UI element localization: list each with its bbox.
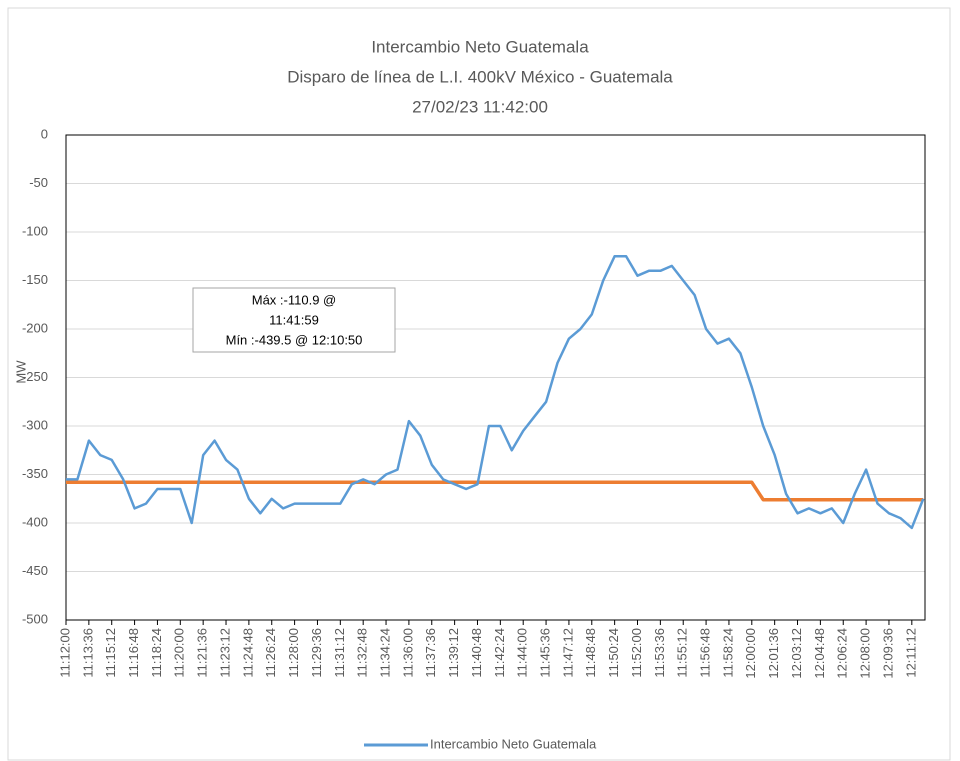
x-tick-label: 11:40:48 bbox=[469, 628, 484, 678]
x-tick-label: 11:36:00 bbox=[400, 628, 415, 678]
x-tick-label: 11:16:48 bbox=[126, 628, 141, 678]
x-tick-label: 11:21:36 bbox=[195, 628, 210, 678]
x-tick-label: 11:56:48 bbox=[698, 628, 713, 678]
chart-subtitle: Disparo de línea de L.I. 400kV México - … bbox=[287, 67, 673, 86]
plot-border bbox=[65, 134, 926, 621]
y-tick-label: -50 bbox=[29, 175, 48, 190]
y-tick-label: -300 bbox=[22, 417, 48, 432]
x-tick-label: 12:08:00 bbox=[858, 628, 873, 679]
x-tick-label: 11:18:24 bbox=[149, 628, 164, 678]
x-tick-label: 11:53:36 bbox=[652, 628, 667, 678]
x-tick-label: 12:00:00 bbox=[743, 628, 758, 679]
chart-title: Intercambio Neto Guatemala bbox=[371, 37, 589, 56]
x-tick-label: 11:13:36 bbox=[80, 628, 95, 678]
x-tick-label: 11:52:00 bbox=[629, 628, 644, 678]
x-tick-label: 11:29:36 bbox=[309, 628, 324, 678]
annotation-text: Máx :-110.9 @ bbox=[252, 292, 337, 307]
x-tick-label: 11:55:12 bbox=[675, 628, 690, 678]
x-tick-label: 11:28:00 bbox=[286, 628, 301, 678]
y-tick-label: -250 bbox=[22, 369, 48, 384]
legend-label: Intercambio Neto Guatemala bbox=[430, 736, 597, 751]
x-tick-label: 11:15:12 bbox=[103, 628, 118, 678]
x-tick-label: 11:26:24 bbox=[263, 628, 278, 678]
y-axis-label: MW bbox=[13, 360, 28, 384]
y-tick-label: -150 bbox=[22, 272, 48, 287]
x-tick-label: 12:06:24 bbox=[835, 628, 850, 679]
x-tick-label: 11:45:36 bbox=[537, 628, 552, 678]
x-tick-label: 11:42:24 bbox=[492, 628, 507, 678]
y-tick-label: -400 bbox=[22, 514, 48, 529]
series-line bbox=[66, 480, 924, 502]
x-tick-label: 12:04:48 bbox=[812, 628, 827, 679]
y-tick-label: 0 bbox=[41, 126, 48, 141]
annotation-text: Mín :-439.5 @ 12:10:50 bbox=[226, 332, 363, 347]
annotation-text: 11:41:59 bbox=[269, 312, 319, 327]
x-tick-label: 11:50:24 bbox=[606, 628, 621, 678]
x-tick-label: 12:01:36 bbox=[766, 628, 781, 679]
x-tick-label: 11:32:48 bbox=[355, 628, 370, 678]
x-tick-label: 11:23:12 bbox=[217, 628, 232, 678]
y-tick-label: -100 bbox=[22, 223, 48, 238]
x-tick-label: 11:47:12 bbox=[560, 628, 575, 678]
x-tick-label: 11:58:24 bbox=[720, 628, 735, 678]
x-tick-label: 11:44:00 bbox=[515, 628, 530, 678]
annotation-box bbox=[192, 287, 396, 353]
x-tick-label: 11:31:12 bbox=[332, 628, 347, 678]
x-tick-label: 12:09:36 bbox=[880, 628, 895, 679]
x-tick-label: 12:03:12 bbox=[789, 628, 804, 679]
x-tick-label: 11:20:00 bbox=[172, 628, 187, 678]
x-tick-label: 11:39:12 bbox=[446, 628, 461, 678]
x-tick-label: 11:34:24 bbox=[377, 628, 392, 678]
x-tick-label: 11:24:48 bbox=[240, 628, 255, 678]
x-tick-label: 11:48:48 bbox=[583, 628, 598, 678]
x-tick-label: 11:12:00 bbox=[57, 628, 72, 678]
x-tick-label: 12:11:12 bbox=[903, 628, 918, 678]
chart-date: 27/02/23 11:42:00 bbox=[412, 97, 548, 116]
y-tick-label: -450 bbox=[22, 563, 48, 578]
y-tick-label: -500 bbox=[22, 611, 48, 626]
y-tick-label: -200 bbox=[22, 320, 48, 335]
series-line bbox=[66, 255, 925, 530]
chart-border bbox=[7, 7, 951, 761]
y-tick-label: -350 bbox=[22, 466, 48, 481]
x-tick-label: 11:37:36 bbox=[423, 628, 438, 678]
